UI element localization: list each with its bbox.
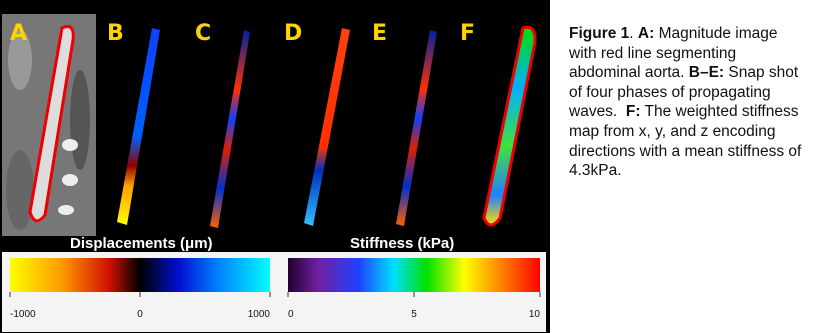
- panel-label: D: [284, 21, 302, 46]
- caption-bold: B–E:: [689, 64, 724, 81]
- panel-label: A: [10, 21, 27, 46]
- tick-label: -1000: [10, 309, 36, 320]
- caption: Figure 1. A: Magnitude image with red li…: [569, 24, 805, 181]
- tick-label: 0: [288, 309, 294, 320]
- panel-label: F: [460, 21, 475, 46]
- caption-bold: Figure 1: [569, 25, 629, 42]
- panel-label: E: [372, 21, 387, 46]
- page: A B C D E F Displacements (μm) -1000 0 1000 Stiffn…: [0, 0, 817, 333]
- stiffness-colorbar: [288, 258, 540, 292]
- tick-label: 10: [529, 309, 541, 320]
- panel-label: B: [107, 21, 124, 46]
- figure: A B C D E F Displacements (μm) -1000 0 1000 Stiffn…: [0, 0, 550, 333]
- panel-label: C: [195, 21, 211, 46]
- tick-label: 1000: [248, 309, 271, 320]
- displacement-colorbar: [10, 258, 270, 292]
- colorbar-title: Stiffness (kPa): [350, 235, 454, 252]
- caption-bold: A:: [638, 25, 654, 42]
- tick-label: 0: [137, 309, 143, 320]
- colorbar-title: Displacements (μm): [70, 235, 213, 252]
- tick-label: 5: [411, 309, 417, 320]
- caption-bold: F:: [626, 103, 641, 120]
- caption-text: .: [629, 25, 638, 42]
